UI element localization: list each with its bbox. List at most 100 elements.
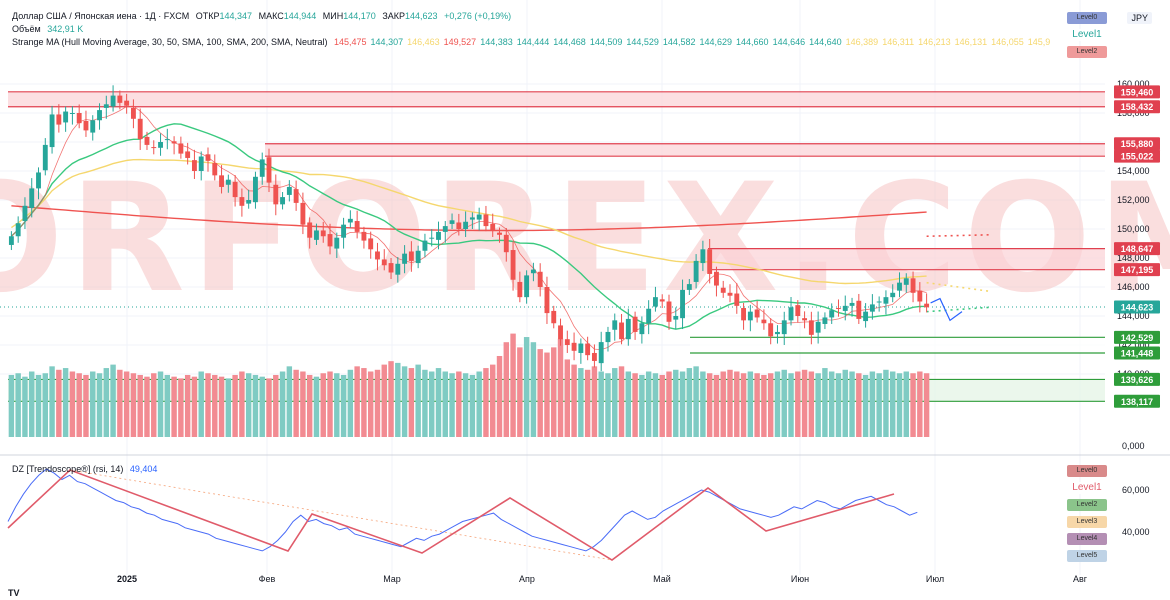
candle-body xyxy=(198,156,204,171)
volume-bar xyxy=(618,366,625,437)
candle-body xyxy=(666,301,672,322)
volume-bar xyxy=(266,378,272,437)
price-axis-label: 150,000 xyxy=(1117,224,1150,234)
volume-bar xyxy=(164,374,171,437)
candle-body xyxy=(49,114,55,148)
volume-bar xyxy=(639,374,645,437)
volume-bar xyxy=(388,361,394,437)
volume-bar xyxy=(686,368,693,437)
volume-bar xyxy=(625,371,632,437)
candle-body xyxy=(693,260,699,282)
rsi-line xyxy=(7,468,918,552)
indicator-value: 146,213 xyxy=(918,37,951,47)
candlestick-series[interactable] xyxy=(8,85,930,372)
volume-bar xyxy=(191,376,198,437)
volume-bar xyxy=(374,369,381,437)
level-price-badge xyxy=(1114,372,1160,386)
candle-body xyxy=(754,309,760,318)
level-price-badge xyxy=(1114,100,1160,114)
volume-bar xyxy=(923,373,930,437)
volume-bar xyxy=(917,371,923,437)
candle-body xyxy=(863,311,869,322)
volume-bar xyxy=(761,374,767,437)
indicator-value: 144,660 xyxy=(736,37,769,47)
candle-body xyxy=(280,197,286,205)
candle-body xyxy=(781,320,787,335)
level-zone xyxy=(708,248,1105,270)
oscillator-header: DZ [Trendoscope®] (rsi, 14) 49,404 xyxy=(12,464,161,475)
volume-bar xyxy=(110,364,116,437)
volume-bar xyxy=(815,373,821,437)
ohlc-high: МАКС144,944 xyxy=(258,11,317,21)
level-zone xyxy=(8,91,1105,107)
candle-body xyxy=(476,214,482,220)
volume-bar xyxy=(320,373,326,437)
volume-bar xyxy=(734,371,740,437)
legend-level3: Level3 xyxy=(1067,516,1107,528)
candle-body xyxy=(741,308,747,321)
candle-body xyxy=(497,232,502,235)
volume-bar xyxy=(137,374,143,437)
volume-bar xyxy=(29,371,35,437)
indicator-value: 144,383 xyxy=(480,37,513,47)
symbol-line[interactable]: Доллар США / Японская иена · 1Д · FXCM xyxy=(12,11,190,21)
volume-bar xyxy=(56,369,62,437)
price-axis-label: 154,000 xyxy=(1117,166,1150,176)
volume-bar xyxy=(340,374,347,437)
candle-body xyxy=(808,320,814,335)
candle-body xyxy=(598,342,604,364)
volume-bar xyxy=(842,369,848,437)
indicator-name[interactable]: Strange MA (Hull Moving Average, 30, 50,… xyxy=(12,37,328,47)
candle-body xyxy=(273,184,279,205)
candle-body xyxy=(829,310,835,318)
volume-bar xyxy=(76,373,82,437)
volume-bar xyxy=(727,369,733,437)
ma-200-line xyxy=(11,205,927,232)
level-price-badge xyxy=(1114,242,1160,256)
time-axis[interactable]: 2025 Фев Мар Апр Май Июн Июл Авг xyxy=(117,574,1088,584)
level-price-badge xyxy=(1114,263,1160,277)
indicator-value: 144,629 xyxy=(699,37,733,47)
volume-bar xyxy=(788,373,794,437)
indicator-value: 146,311 xyxy=(882,37,915,47)
currency-badge[interactable]: JPY xyxy=(1127,12,1152,24)
candle-body xyxy=(551,310,557,324)
ma-projection xyxy=(926,281,991,293)
volume-label[interactable]: Объём xyxy=(12,24,41,34)
oscillator-title[interactable]: DZ [Trendoscope®] (rsi, 14) xyxy=(12,464,124,474)
volume-bar xyxy=(123,371,130,437)
candle-body xyxy=(415,250,421,264)
moving-averages xyxy=(10,105,991,351)
candle-body xyxy=(239,197,245,206)
level-price-text: 147,195 xyxy=(1121,265,1154,275)
volume-bar xyxy=(449,373,455,437)
tradingview-logo[interactable]: TV xyxy=(8,588,20,598)
candle-body xyxy=(442,226,448,232)
time-axis-label: Июн xyxy=(791,574,809,584)
volume-bar xyxy=(659,374,665,437)
candle-body xyxy=(883,297,889,304)
candle-body xyxy=(151,147,157,149)
candle-body xyxy=(680,289,685,319)
volume-bar xyxy=(408,368,415,437)
volume-bar xyxy=(706,373,713,437)
volume-bar xyxy=(49,366,55,437)
forecast-arrow[interactable] xyxy=(930,297,963,322)
volume-bar xyxy=(496,355,503,437)
ma-projection xyxy=(926,234,991,238)
volume-bar xyxy=(212,374,218,437)
volume-bar xyxy=(747,371,754,437)
candle-body xyxy=(354,221,360,232)
candle-body xyxy=(490,223,496,231)
volume-bar xyxy=(591,366,598,437)
candle-body xyxy=(619,322,624,340)
time-axis-label: Май xyxy=(653,574,671,584)
candle-body xyxy=(517,281,523,298)
volume-bar xyxy=(252,374,259,437)
legend-level4: Level4 xyxy=(1067,533,1107,545)
volume-header: Объём 342,91 K xyxy=(12,24,87,35)
indicator-value: 146,131 xyxy=(954,37,988,47)
legend-level0: Level0 xyxy=(1067,12,1107,24)
volume-bar xyxy=(435,368,442,437)
